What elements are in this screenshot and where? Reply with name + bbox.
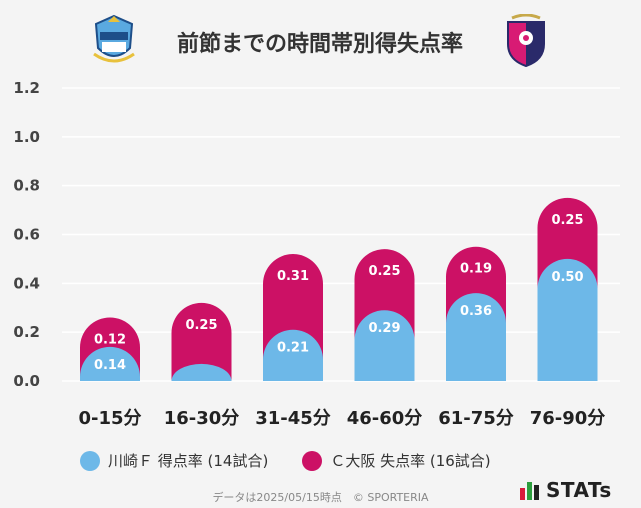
bar-scored xyxy=(263,329,323,381)
data-label-scored: 0.14 xyxy=(94,358,126,373)
data-label-scored: 0.50 xyxy=(551,270,583,285)
kawasaki-frontale-crest-icon xyxy=(93,14,135,63)
legend-item-conceded: Ｃ大阪 失点率 (16試合) xyxy=(302,450,491,471)
data-label-conceded: 0.12 xyxy=(94,333,126,348)
stats-logo-icon xyxy=(520,482,539,500)
data-label-conceded: 0.25 xyxy=(185,318,217,333)
x-tick-label: 61-75分 xyxy=(438,408,514,429)
stats-brand-text: STATs xyxy=(546,478,612,502)
x-tick-label: 0-15分 xyxy=(78,408,141,429)
bar-scored xyxy=(354,310,415,381)
legend-swatch-conceded xyxy=(302,450,323,471)
bar-scored xyxy=(537,258,598,381)
data-label-conceded: 0.31 xyxy=(277,269,309,284)
legend-item-scored: 川崎Ｆ 得点率 (14試合) xyxy=(80,450,268,471)
cerezo-osaka-crest-icon xyxy=(507,14,545,68)
chart-legend: 川崎Ｆ 得点率 (14試合) Ｃ大阪 失点率 (16試合) xyxy=(80,450,525,471)
legend-label-conceded: Ｃ大阪 失点率 (16試合) xyxy=(330,452,491,470)
data-source-note: データは2025/05/15時点 © SPORTERIA xyxy=(212,491,429,504)
bar-chart: 0.0 0.2 0.4 0.6 0.8 1.0 1.2 0.12 0.14 0-15分 0.25 16… xyxy=(13,79,620,429)
data-label-scored: 0.36 xyxy=(460,304,492,319)
x-tick-label: 16-30分 xyxy=(164,408,240,429)
legend-swatch-scored xyxy=(80,450,100,471)
bar-scored xyxy=(80,346,140,381)
data-label-conceded: 0.19 xyxy=(460,262,492,277)
data-label-conceded: 0.25 xyxy=(368,264,400,279)
x-tick-label: 76-90分 xyxy=(530,408,606,429)
y-tick-label: 1.0 xyxy=(13,128,40,146)
y-tick-label: 0.8 xyxy=(13,177,40,195)
bar-conceded xyxy=(171,302,232,381)
x-tick-label: 46-60分 xyxy=(347,408,423,429)
data-label-conceded: 0.25 xyxy=(551,213,583,228)
y-tick-label: 1.2 xyxy=(13,79,40,97)
x-tick-label: 31-45分 xyxy=(255,408,331,429)
legend-label-scored: 川崎Ｆ 得点率 (14試合) xyxy=(108,452,269,470)
stats-brand: STATs xyxy=(520,478,612,502)
bar-scored xyxy=(446,293,506,381)
y-tick-label: 0.2 xyxy=(13,323,40,341)
y-tick-label: 0.0 xyxy=(13,372,40,390)
chart-title: 前節までの時間帯別得失点率 xyxy=(176,32,463,57)
y-tick-label: 0.4 xyxy=(13,274,40,292)
data-label-scored: 0.29 xyxy=(368,321,400,336)
bar-scored xyxy=(171,363,232,381)
data-label-scored: 0.21 xyxy=(277,341,309,356)
y-tick-label: 0.6 xyxy=(13,226,40,244)
